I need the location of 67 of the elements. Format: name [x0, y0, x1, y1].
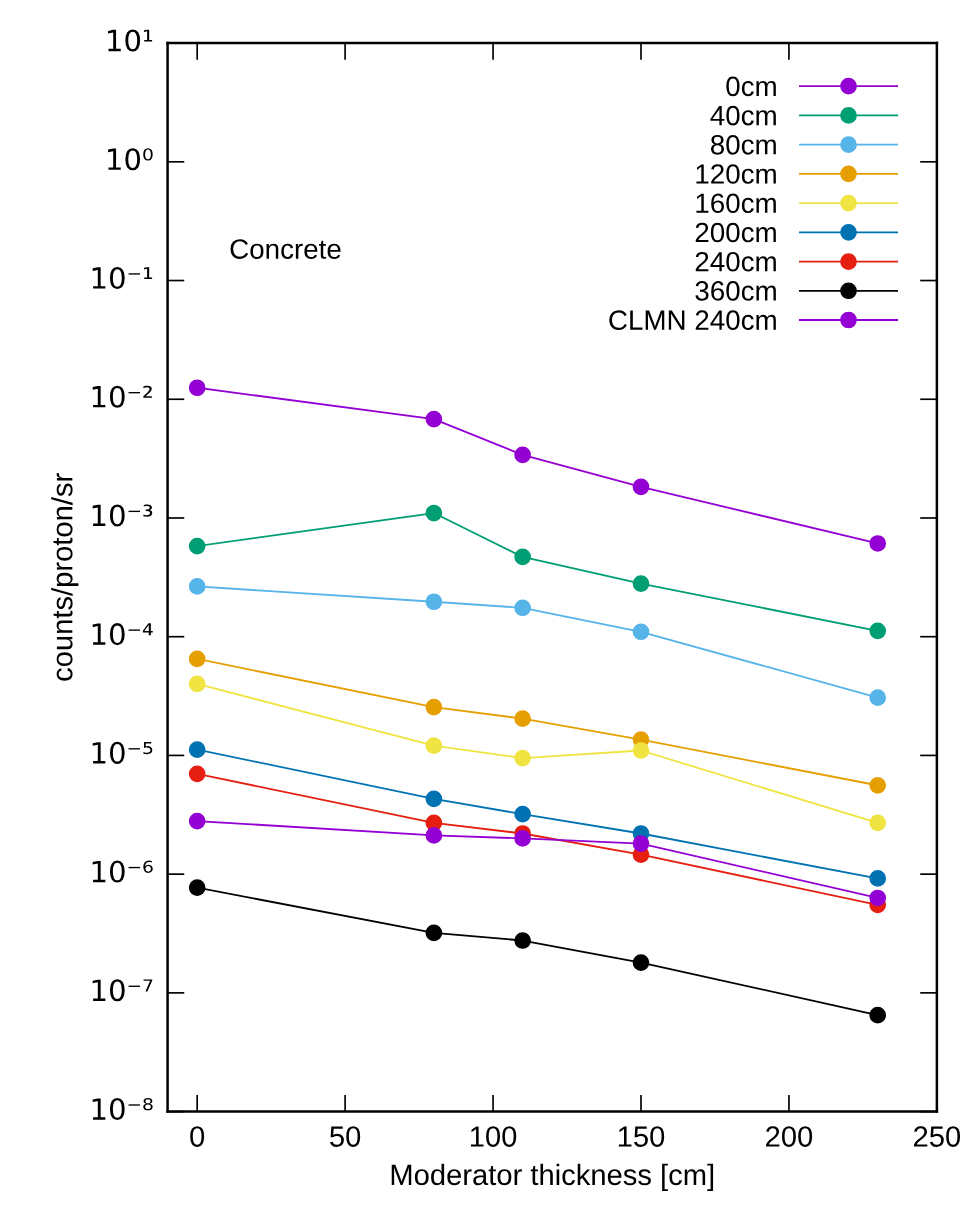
point	[632, 623, 650, 641]
point	[514, 932, 531, 949]
point	[188, 379, 206, 397]
y-tick-label: 10⁻⁵	[92, 741, 153, 764]
point	[425, 504, 443, 522]
point	[425, 827, 443, 844]
legend-label: 240cm	[695, 251, 776, 272]
y-tick-label: 10⁻⁸	[92, 1097, 153, 1121]
point	[514, 710, 531, 727]
point	[425, 698, 443, 716]
point	[632, 954, 650, 971]
legend-label: 360cm	[695, 281, 776, 301]
point	[188, 675, 206, 693]
y-tick-label: 10⁻¹	[92, 266, 153, 289]
legend-label: CLMN 240cm	[609, 310, 776, 330]
point	[514, 446, 531, 464]
point	[188, 879, 206, 896]
legend-label: 80cm	[710, 134, 776, 155]
point	[632, 742, 650, 759]
point	[869, 1006, 887, 1024]
y-tick-label: 10⁻³	[92, 504, 153, 527]
point	[869, 535, 887, 552]
legend-label: 200cm	[695, 222, 776, 243]
x-tick-label: 250	[914, 1126, 961, 1147]
point	[425, 410, 443, 428]
x-tick-label: 200	[766, 1126, 813, 1147]
point	[514, 548, 531, 566]
point	[869, 689, 887, 706]
y-tick-label: 10⁻⁶	[92, 860, 153, 883]
x-axis-title: Moderator thickness [cm]	[391, 1163, 714, 1191]
point	[514, 805, 531, 823]
legend-label: 160cm	[696, 193, 776, 214]
point	[869, 776, 887, 794]
point	[188, 650, 206, 668]
point	[188, 741, 206, 758]
point	[869, 814, 887, 832]
x-tick-label: 100	[470, 1126, 517, 1147]
point	[188, 812, 206, 830]
point	[425, 924, 443, 942]
point	[514, 830, 531, 847]
point	[514, 599, 531, 617]
x-tick-label: 0	[190, 1126, 205, 1147]
point	[188, 765, 206, 783]
y-tick-label: 10⁻⁴	[92, 623, 153, 646]
point	[869, 889, 887, 907]
y-tick-label: 10⁰	[108, 148, 153, 171]
y-tick-label: 10⁻²	[92, 385, 152, 408]
annotation: Concrete	[230, 239, 341, 259]
point	[632, 478, 650, 496]
legend-label: 0cm	[726, 76, 776, 97]
point	[632, 575, 650, 592]
point	[425, 593, 443, 611]
point	[869, 870, 887, 887]
point	[425, 737, 443, 754]
x-tick-label: 150	[618, 1126, 665, 1147]
point	[869, 622, 887, 640]
point	[188, 537, 206, 555]
point	[514, 749, 531, 767]
point	[632, 835, 650, 852]
y-tick-label: 10⁻⁷	[92, 979, 153, 1002]
point	[425, 790, 443, 808]
x-tick-label: 50	[330, 1126, 361, 1147]
y-tick-label: 10¹	[108, 29, 153, 52]
legend-label: 40cm	[710, 105, 776, 126]
y-axis-title: counts/proton/sr	[51, 473, 79, 681]
legend-label: 120cm	[696, 164, 776, 184]
point	[188, 578, 206, 595]
